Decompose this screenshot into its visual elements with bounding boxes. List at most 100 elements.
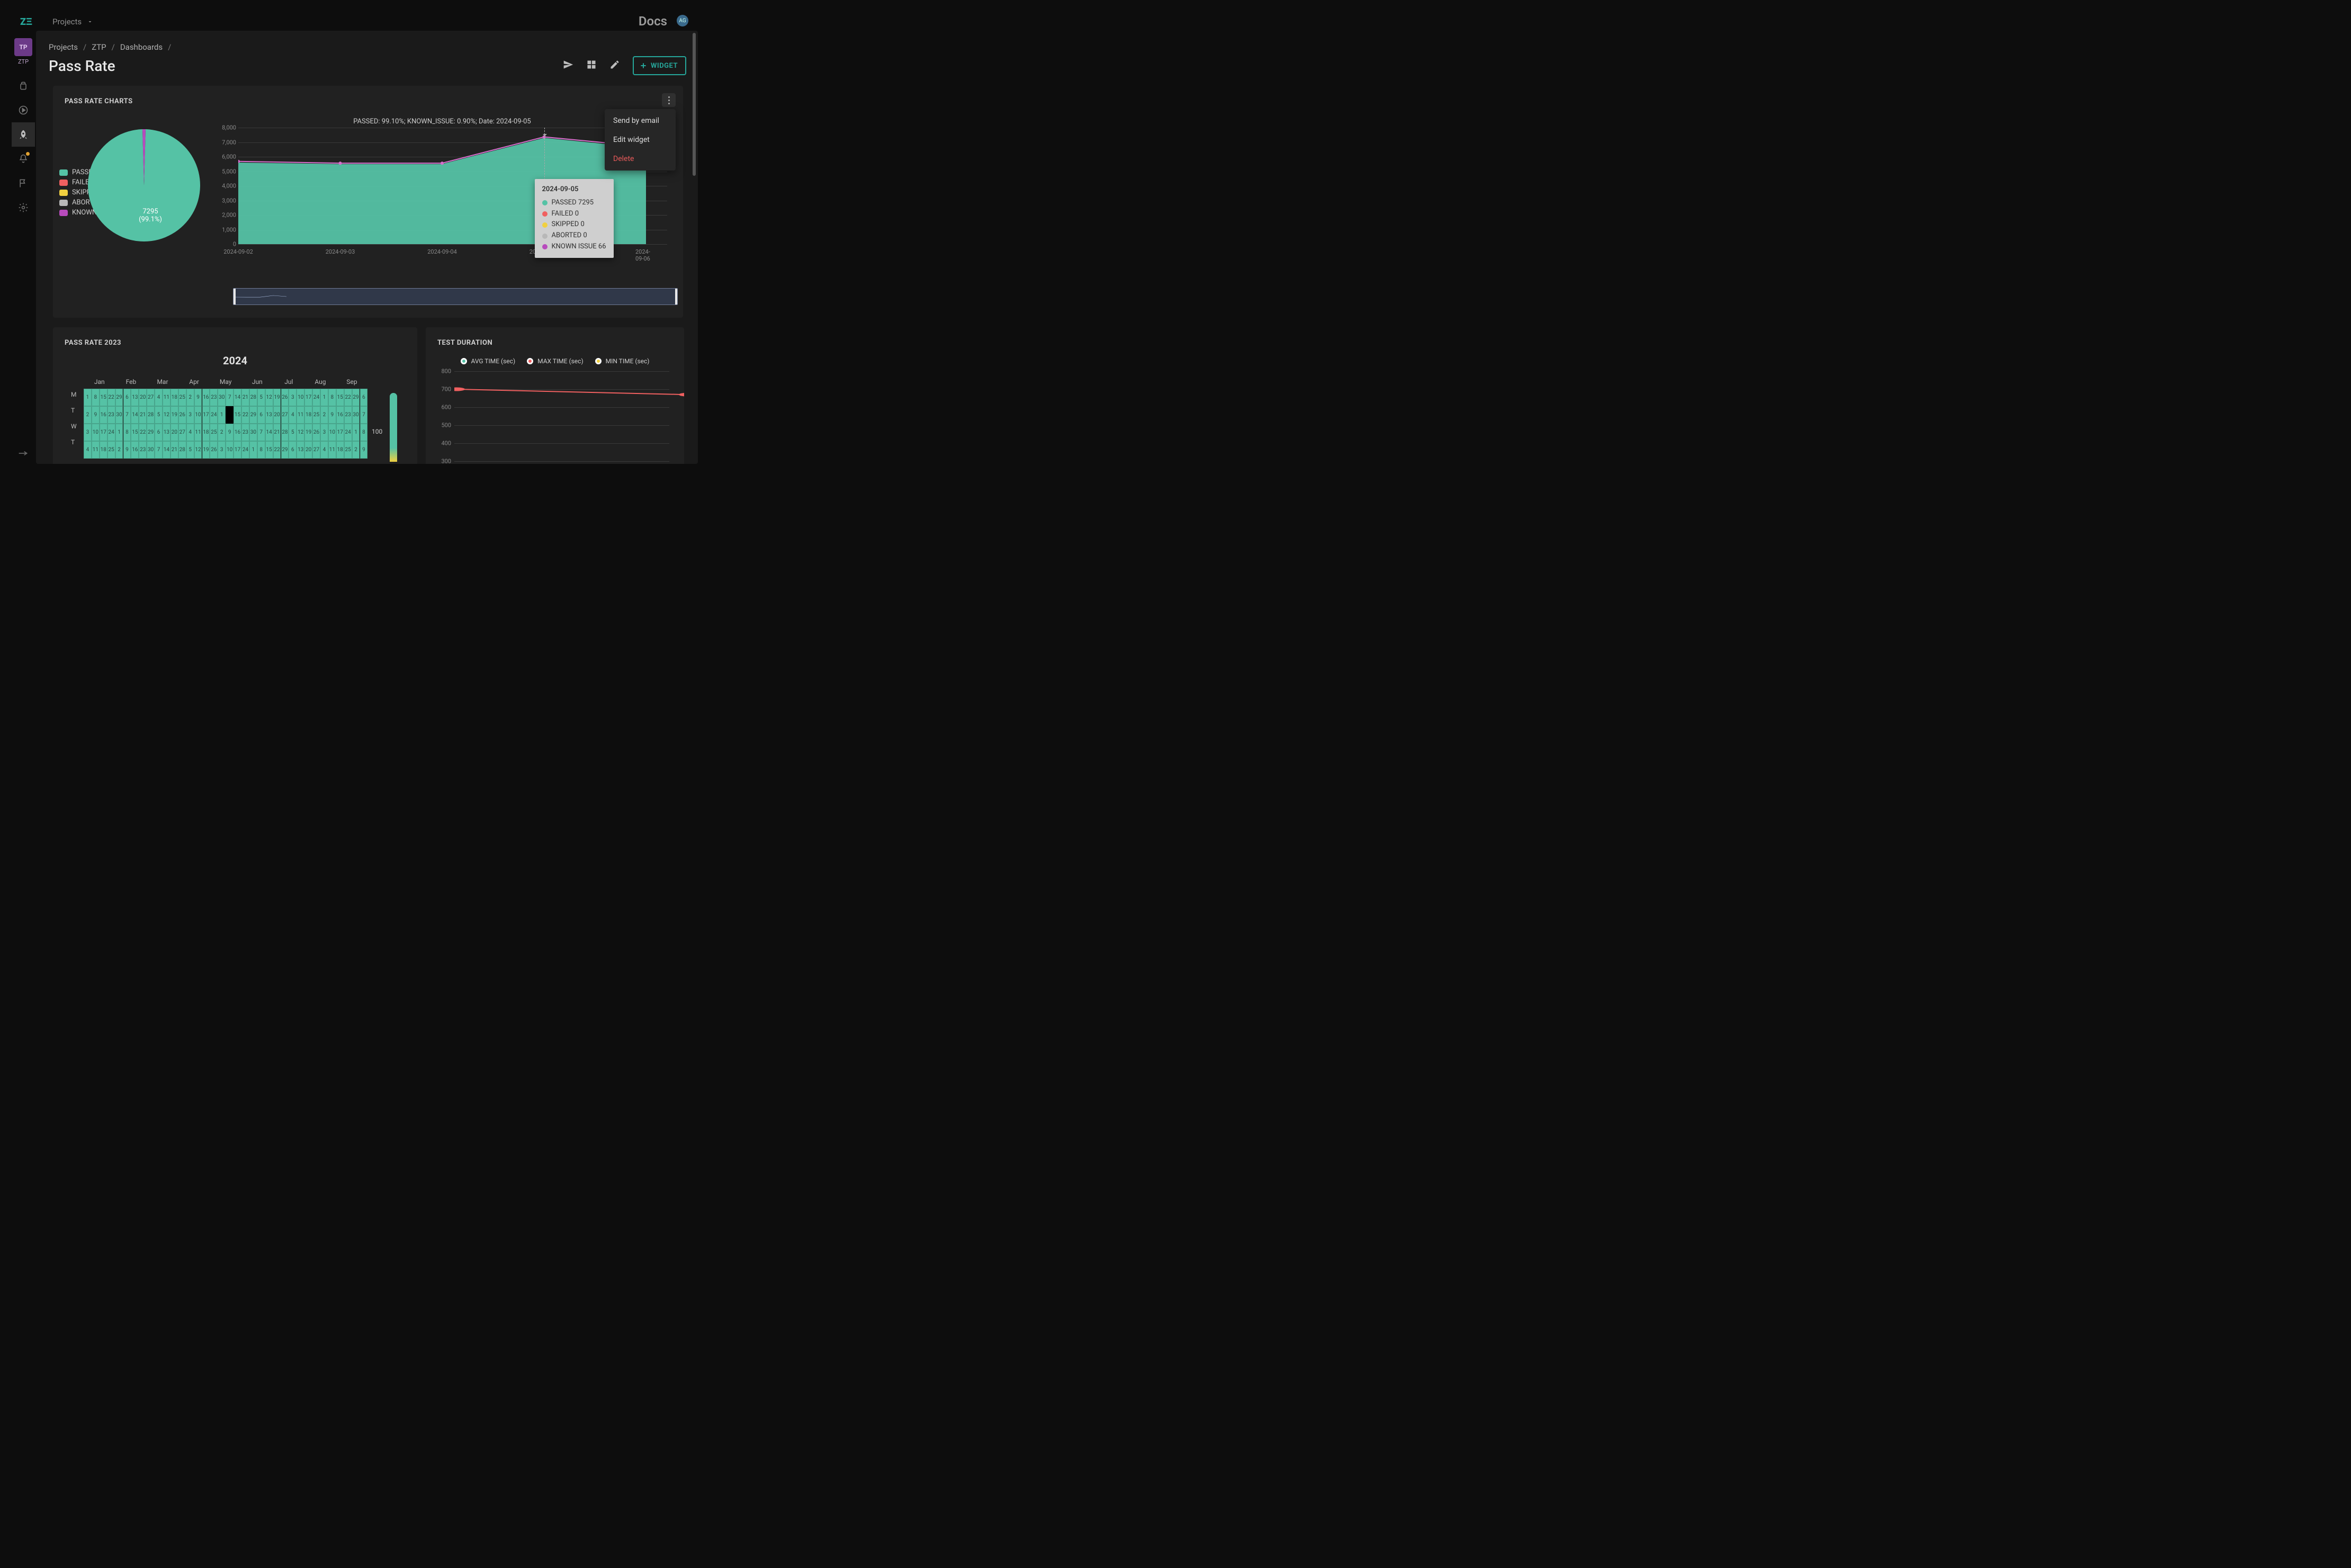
heatmap-cell[interactable]: 18 [100,441,107,459]
jar-icon[interactable] [12,74,35,98]
heatmap-cell[interactable]: 18 [171,389,178,406]
heatmap-cell[interactable]: 22 [139,424,147,441]
heatmap-cell[interactable]: 14 [234,389,241,406]
heatmap-cell[interactable]: 22 [273,441,281,459]
heatmap-cell[interactable]: 5 [289,424,297,441]
heatmap-cell[interactable]: 24 [312,389,320,406]
user-avatar[interactable]: AG [677,15,688,26]
heatmap-cell[interactable]: 7 [257,424,265,441]
grid-icon[interactable] [586,59,597,72]
heatmap-cell[interactable]: 20 [304,441,312,459]
heatmap-cell[interactable]: 13 [265,406,273,424]
heatmap-cell[interactable]: 9 [360,441,368,459]
heatmap-cell[interactable]: 15 [336,389,344,406]
heatmap-cell[interactable]: 3 [218,441,226,459]
heatmap-cell[interactable]: 30 [115,406,123,424]
heatmap-cell[interactable]: 3 [320,424,328,441]
heatmap-cell[interactable]: 6 [289,441,297,459]
heatmap-cell[interactable]: 28 [249,389,257,406]
heatmap-cell[interactable]: 7 [226,389,234,406]
edit-icon[interactable] [609,59,620,72]
heatmap-cell[interactable]: 2 [352,441,360,459]
heatmap-cell[interactable]: 15 [100,389,107,406]
heatmap-cell[interactable]: 12 [194,441,202,459]
heatmap-cell[interactable]: 17 [202,406,210,424]
heatmap-cell[interactable]: 24 [107,424,115,441]
heatmap-cell[interactable]: 19 [304,424,312,441]
heatmap-cell[interactable]: 22 [241,406,249,424]
heatmap-cell[interactable]: 10 [297,389,304,406]
heatmap-cell[interactable]: 16 [202,389,210,406]
heatmap-cell[interactable]: 25 [312,406,320,424]
heatmap-cell[interactable]: 18 [202,424,210,441]
flag-icon[interactable] [12,171,35,195]
legend-row[interactable]: MIN TIME (sec) [595,357,650,365]
heatmap-cell[interactable]: 1 [320,389,328,406]
rocket-icon[interactable] [12,122,35,147]
heatmap-cell[interactable]: 12 [163,406,171,424]
heatmap-cell[interactable]: 17 [304,389,312,406]
heatmap-cell[interactable]: 8 [360,424,368,441]
heatmap-cell[interactable]: 20 [171,424,178,441]
heatmap-cell[interactable]: 28 [147,406,155,424]
heatmap-cell[interactable]: 2 [218,424,226,441]
heatmap-cell[interactable]: 29 [352,389,360,406]
heatmap-cell[interactable]: 27 [178,424,186,441]
heatmap-cell[interactable]: 21 [171,441,178,459]
heatmap-cell[interactable]: 3 [84,424,92,441]
heatmap-cell[interactable]: 16 [131,441,139,459]
heatmap-cell[interactable]: 11 [328,441,336,459]
heatmap-cell[interactable]: 22 [107,389,115,406]
heatmap-cell[interactable]: 19 [202,441,210,459]
chart-navigator[interactable] [233,288,678,305]
heatmap-cell[interactable] [226,406,234,424]
heatmap-cell[interactable]: 17 [100,424,107,441]
legend-row[interactable]: MAX TIME (sec) [527,357,584,365]
heatmap-cell[interactable]: 23 [241,424,249,441]
heatmap-cell[interactable]: 10 [226,441,234,459]
heatmap-cell[interactable]: 4 [155,389,163,406]
heatmap-cell[interactable]: 16 [336,406,344,424]
heatmap-cell[interactable]: 27 [312,441,320,459]
heatmap-cell[interactable]: 12 [265,389,273,406]
heatmap-cell[interactable]: 25 [107,441,115,459]
widget-menu-button[interactable] [662,93,676,107]
heatmap-cell[interactable]: 11 [194,424,202,441]
heatmap-cell[interactable]: 6 [155,424,163,441]
heatmap-cell[interactable]: 5 [257,389,265,406]
heatmap-cell[interactable]: 15 [131,424,139,441]
heatmap-cell[interactable]: 9 [194,389,202,406]
gear-icon[interactable] [12,195,35,220]
heatmap-cell[interactable]: 15 [265,441,273,459]
heatmap-cell[interactable]: 5 [186,441,194,459]
heatmap-cell[interactable]: 21 [241,389,249,406]
heatmap-cell[interactable]: 26 [210,441,218,459]
heatmap-cell[interactable]: 1 [352,424,360,441]
heatmap-cell[interactable]: 13 [297,441,304,459]
breadcrumb-item[interactable]: Projects [49,42,78,52]
heatmap-cell[interactable]: 8 [328,389,336,406]
heatmap-cell[interactable]: 6 [257,406,265,424]
heatmap-cell[interactable]: 21 [273,424,281,441]
heatmap-cell[interactable]: 26 [281,389,289,406]
heatmap-cell[interactable]: 27 [147,389,155,406]
heatmap-cell[interactable]: 8 [92,389,100,406]
heatmap-cell[interactable]: 4 [186,424,194,441]
heatmap-cell[interactable]: 19 [171,406,178,424]
heatmap-cell[interactable]: 5 [155,406,163,424]
menu-delete[interactable]: Delete [605,149,676,168]
play-icon[interactable] [12,98,35,122]
heatmap-cell[interactable]: 4 [320,441,328,459]
notifications-icon[interactable] [12,147,35,171]
heatmap-cell[interactable]: 29 [147,424,155,441]
heatmap-cell[interactable]: 21 [139,406,147,424]
breadcrumb-item[interactable]: Dashboards [120,42,163,52]
heatmap-cell[interactable]: 9 [328,406,336,424]
heatmap-cell[interactable]: 30 [249,424,257,441]
heatmap-cell[interactable]: 23 [139,441,147,459]
heatmap-cell[interactable]: 1 [84,389,92,406]
heatmap-cell[interactable]: 2 [186,389,194,406]
heatmap-cell[interactable]: 26 [312,424,320,441]
heatmap-cell[interactable]: 2 [84,406,92,424]
heatmap-cell[interactable]: 11 [92,441,100,459]
